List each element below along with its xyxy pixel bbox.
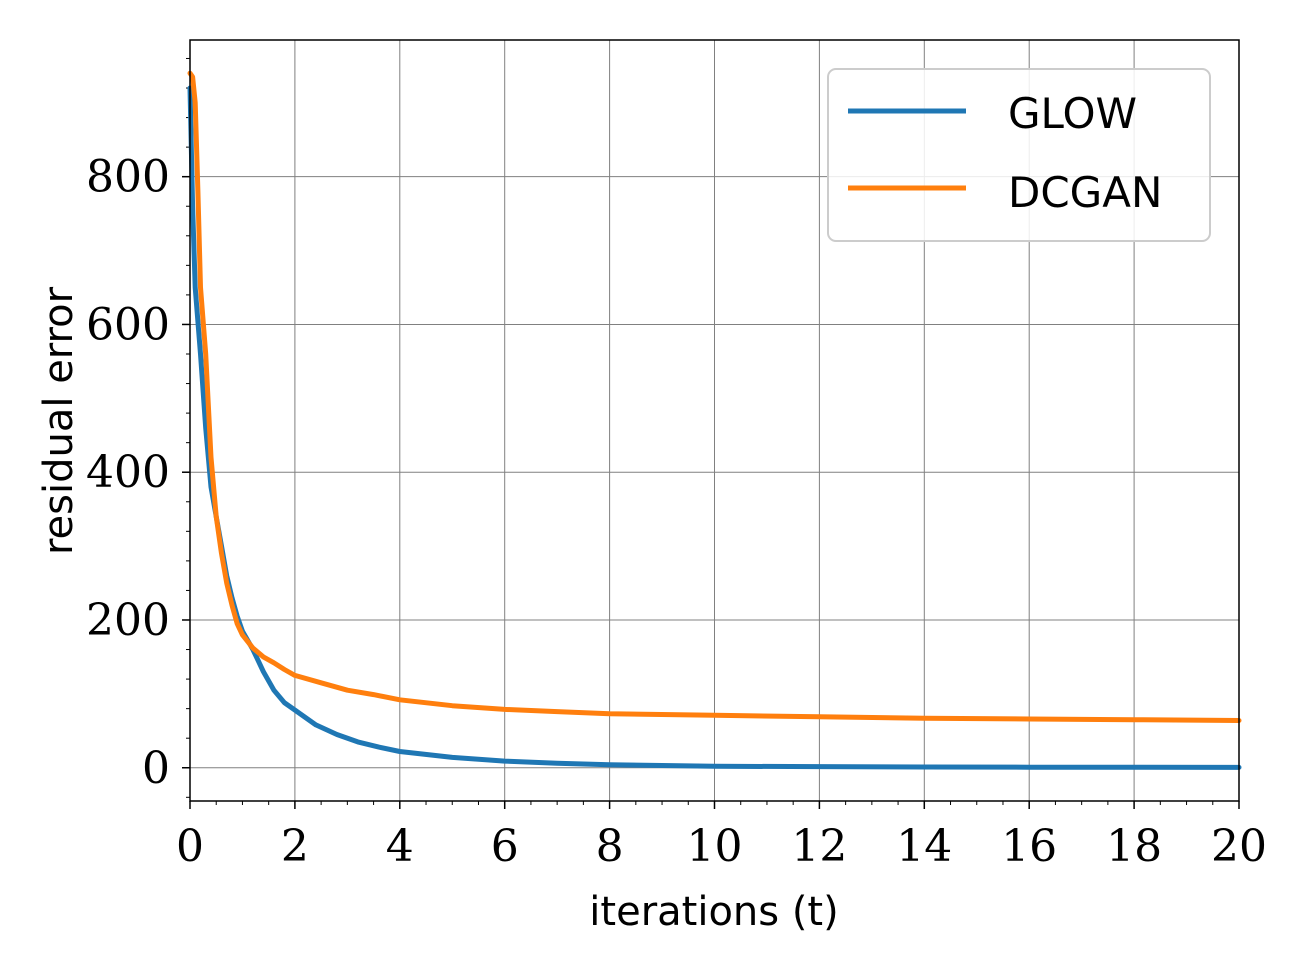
y-tick-label: 600 xyxy=(86,299,170,350)
x-tick-label: 14 xyxy=(896,821,952,872)
x-tick-label: 18 xyxy=(1106,821,1162,872)
x-tick-label: 12 xyxy=(791,821,847,872)
x-tick-label: 8 xyxy=(596,821,624,872)
y-tick-label: 800 xyxy=(86,152,170,203)
x-tick-label: 2 xyxy=(281,821,309,872)
x-tick-label: 16 xyxy=(1001,821,1057,872)
y-axis: 0 200 400 600 800 xyxy=(86,152,190,794)
x-axis: 0 2 4 6 8 10 12 14 16 18 20 xyxy=(176,801,1267,872)
y-tick-label: 0 xyxy=(142,743,170,794)
x-tick-label: 10 xyxy=(687,821,743,872)
series-line-dcgan xyxy=(187,70,1242,723)
legend-label-glow: GLOW xyxy=(1008,89,1137,138)
minor-ticks xyxy=(186,57,1214,805)
x-tick-label: 6 xyxy=(491,821,519,872)
legend-label-dcgan: DCGAN xyxy=(1008,168,1162,217)
x-axis-label: iterations (t) xyxy=(589,889,838,935)
x-tick-label: 20 xyxy=(1211,821,1267,872)
y-tick-label: 400 xyxy=(86,447,170,498)
legend: GLOW DCGAN xyxy=(827,68,1211,242)
x-tick-label: 0 xyxy=(176,821,204,872)
y-axis-label: residual error xyxy=(36,286,82,555)
x-tick-label: 4 xyxy=(386,821,414,872)
y-tick-label: 200 xyxy=(86,595,170,646)
series-lines xyxy=(187,70,1242,770)
